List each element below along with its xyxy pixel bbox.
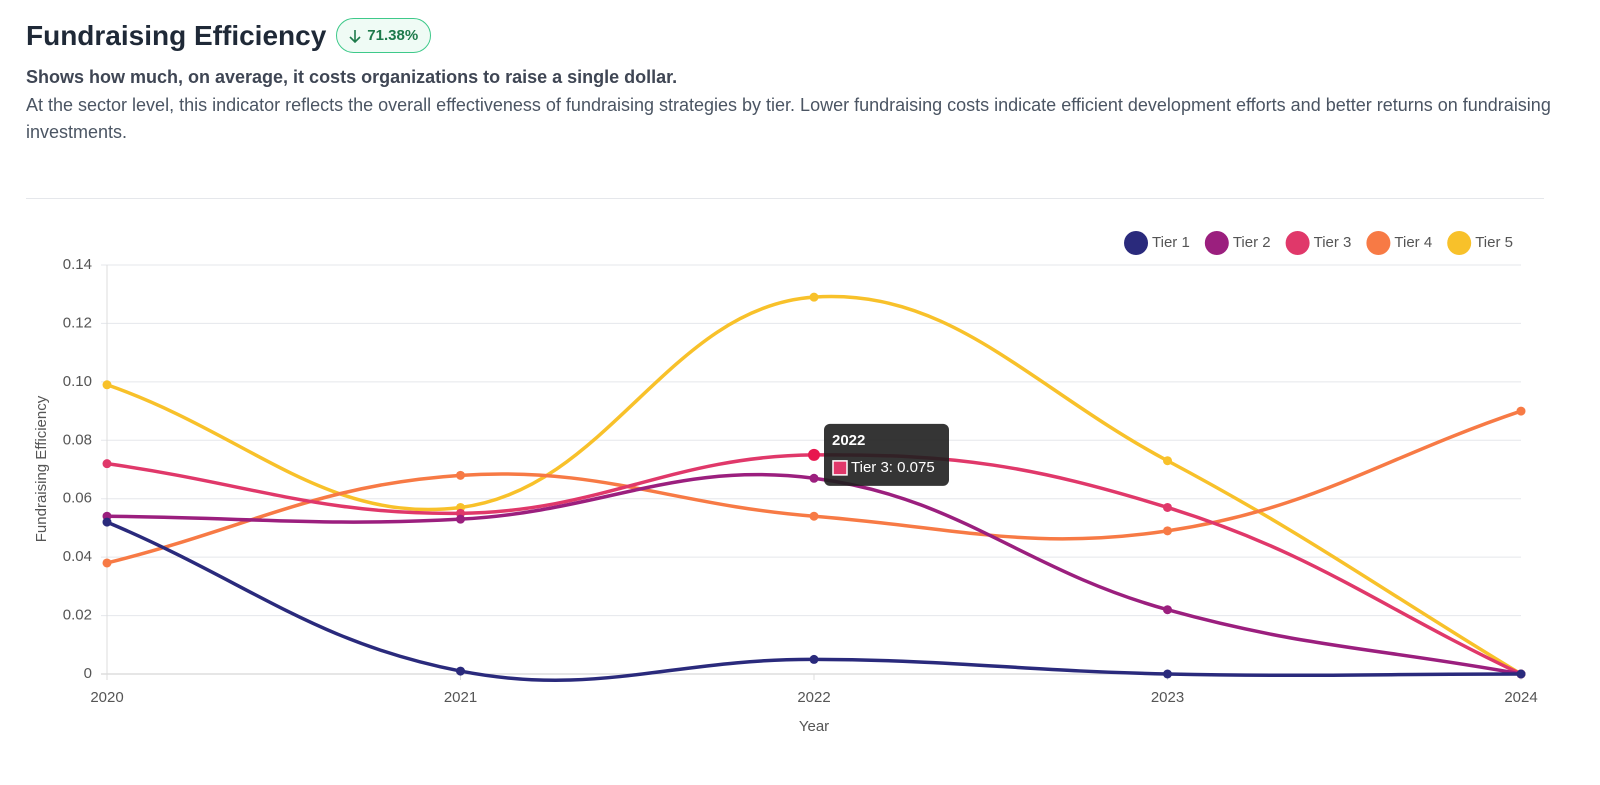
legend-swatch [1124, 231, 1149, 255]
change-badge: 71.38% [336, 18, 432, 53]
data-point [1163, 605, 1172, 615]
tooltip-box [824, 423, 949, 486]
badge-value: 71.38% [367, 27, 419, 44]
legend-swatch [1204, 231, 1229, 255]
y-tick-label: 0.02 [63, 607, 92, 624]
legend-label: Tier 2 [1233, 234, 1271, 251]
y-tick-label: 0.14 [63, 256, 92, 273]
legend-label: Tier 5 [1475, 234, 1513, 251]
data-point [456, 666, 465, 676]
data-point [1163, 502, 1172, 512]
data-point [1516, 406, 1526, 416]
data-point [809, 292, 819, 302]
y-tick-label: 0.06 [63, 490, 92, 507]
highlight-point [808, 448, 820, 461]
legend-label: Tier 4 [1394, 234, 1432, 251]
data-point [809, 511, 819, 521]
y-tick-label: 0.12 [63, 314, 92, 331]
y-tick-label: 0.04 [63, 548, 92, 565]
legend-label: Tier 3 [1314, 234, 1352, 251]
legend-swatch [1285, 231, 1310, 255]
data-point [1163, 456, 1172, 466]
data-point [102, 558, 112, 568]
data-point [809, 654, 819, 664]
x-tick-label: 2024 [1504, 689, 1537, 706]
data-point [1163, 669, 1172, 679]
title: Fundraising Efficiency [26, 19, 327, 51]
data-point [456, 514, 465, 524]
x-tick-label: 2023 [1151, 689, 1184, 706]
legend-label: Tier 1 [1152, 234, 1190, 251]
y-axis-title: Fundraising Efficiency [33, 395, 50, 542]
tooltip-title: 2022 [832, 432, 865, 449]
x-tick-label: 2021 [444, 689, 477, 706]
data-point [102, 459, 112, 469]
x-tick-label: 2022 [797, 689, 830, 706]
x-tick-label: 2020 [90, 689, 123, 706]
data-point [1516, 669, 1526, 679]
data-point [102, 517, 112, 527]
tooltip-swatch [832, 460, 848, 476]
tooltip-label: Tier 3: 0.075 [851, 459, 935, 476]
subtitle: Shows how much, on average, it costs org… [26, 67, 678, 87]
y-tick-label: 0.10 [63, 373, 92, 390]
legend-swatch [1366, 231, 1391, 255]
down-arrow-icon [349, 29, 361, 43]
y-tick-label: 0.08 [63, 431, 92, 448]
header: Fundraising Efficiency 71.38% Shows how m… [26, 18, 1556, 146]
data-point [1163, 526, 1172, 536]
y-tick-label: 0 [84, 665, 92, 682]
data-point [809, 473, 819, 483]
description: At the sector level, this indicator refl… [26, 95, 1551, 142]
divider [26, 198, 1544, 199]
x-axis-title: Year [799, 718, 829, 735]
data-point [456, 470, 465, 480]
data-point [102, 380, 112, 390]
series-line [106, 294, 1522, 676]
legend-swatch [1447, 231, 1472, 255]
